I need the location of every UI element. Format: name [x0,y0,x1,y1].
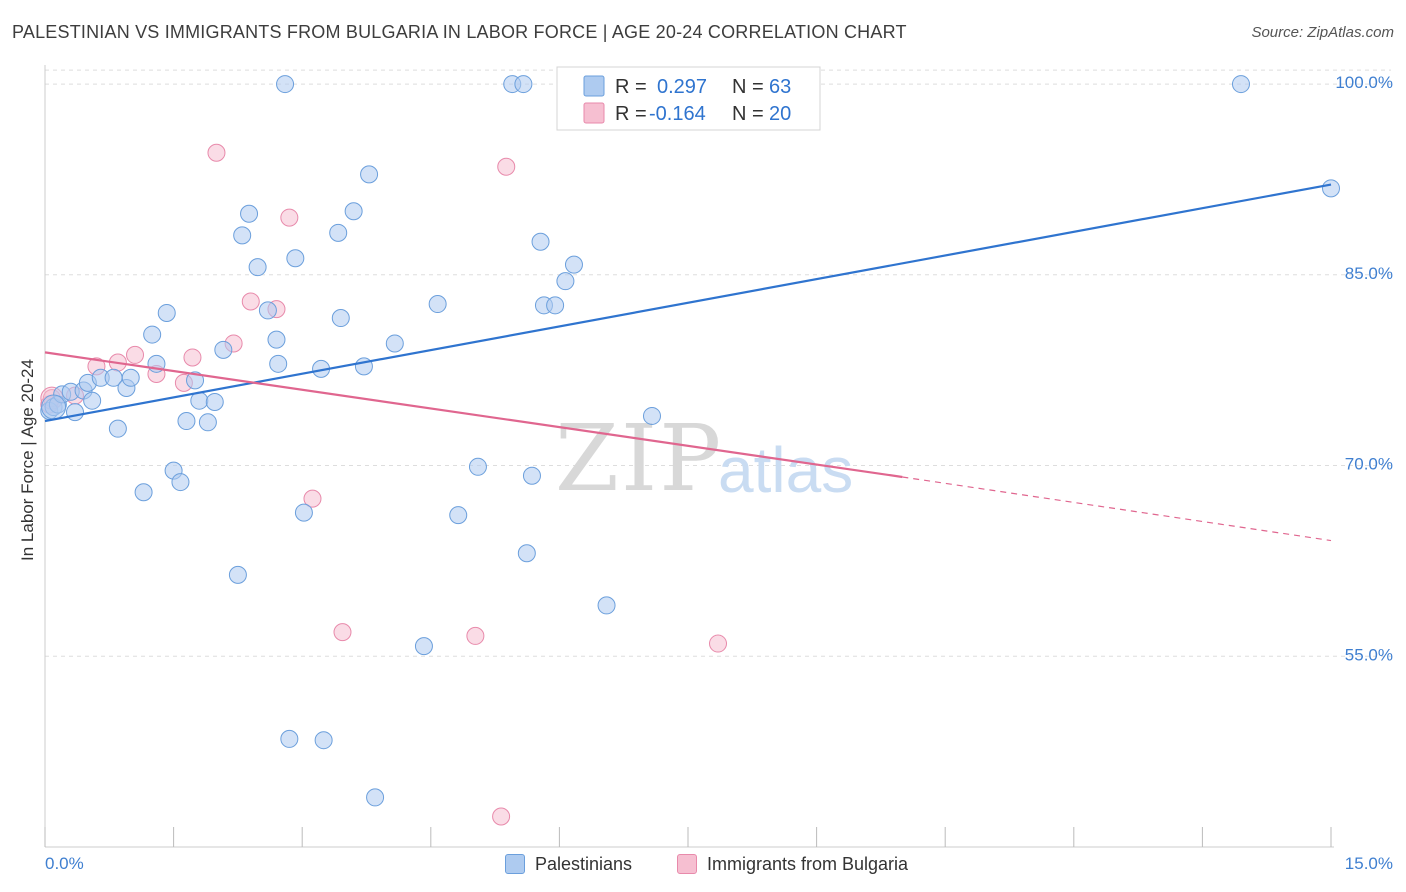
legend-label-bulgaria: Immigrants from Bulgaria [707,853,909,874]
trendline-palestinians [44,183,1332,423]
y-tick-labels: 55.0% 70.0% 85.0% 100.0% [1335,73,1393,664]
data-point-bulgaria [709,634,728,653]
data-point-palestinians [1322,179,1340,198]
legend-n-value-blue: 63 [769,76,791,98]
data-point-palestinians [134,483,153,502]
data-point-palestinians [1231,75,1250,94]
data-point-palestinians [331,309,350,328]
data-point-palestinians [121,368,140,387]
data-point-palestinians [280,729,299,748]
data-point-palestinians [517,544,536,563]
data-point-palestinians [233,226,252,245]
data-point-bulgaria [241,292,260,311]
data-point-bulgaria [466,626,485,645]
x-tick-label: 15.0% [1345,854,1393,873]
data-point-palestinians [385,334,404,353]
data-point-palestinians [240,204,259,223]
data-point-bulgaria [207,143,226,162]
data-point-palestinians [642,406,661,425]
legend-item-bulgaria: Immigrants from Bulgaria [677,851,908,877]
top-legend: R = 0.297 N = 63 R = -0.164 N = 20 [556,66,821,131]
data-point-palestinians [414,637,433,656]
y-tick-label: 85.0% [1345,264,1393,283]
x-tick-label: 0.0% [45,854,84,873]
data-point-palestinians [468,457,487,476]
data-point-palestinians [294,503,313,522]
axes [44,65,1334,848]
data-point-palestinians [267,330,286,349]
data-point-palestinians [214,340,233,359]
data-point-palestinians [449,506,468,525]
data-point-palestinians [177,412,196,431]
y-tick-label: 70.0% [1345,455,1393,474]
data-point-palestinians [41,394,67,420]
trendline-bulgaria-extension [902,476,1332,542]
data-point-palestinians [186,371,205,390]
trendline-bulgaria [44,351,903,479]
data-point-palestinians [228,565,247,584]
legend-label-palestinians: Palestinians [535,853,633,874]
data-point-palestinians [286,249,305,268]
data-point-palestinians [108,419,127,438]
data-point-bulgaria [303,489,322,508]
legend-n-value-pink: 20 [769,103,791,125]
legend-r-value-pink: -0.164 [649,103,706,125]
legend-n-label-blue: N = [732,76,764,98]
data-point-palestinians [198,413,217,432]
data-point-palestinians [314,731,333,750]
data-point-bulgaria [183,348,202,367]
legend-r-label-blue: R = [615,76,647,98]
data-point-palestinians [531,232,550,251]
data-point-palestinians [522,466,541,485]
legend-swatch-pink [583,102,605,124]
legend-r-label-pink: R = [615,103,647,125]
watermark: ZIP atlas [555,405,853,512]
data-point-bulgaria [497,157,516,176]
watermark-zip: ZIP [555,405,723,512]
data-point-palestinians [329,223,348,242]
chart-title: PALESTINIAN VS IMMIGRANTS FROM BULGARIA … [12,22,907,42]
data-point-bulgaria [492,807,511,826]
data-point-palestinians [344,202,363,221]
data-point-palestinians [564,255,583,274]
data-point-palestinians [366,788,385,807]
data-point-bulgaria [333,623,352,642]
data-point-palestinians [258,301,277,320]
legend-item-palestinians: Palestinians [505,851,632,877]
y-tick-label: 55.0% [1345,645,1393,664]
blue-series-points [40,75,1340,807]
legend-swatch-blue [583,75,605,97]
data-point-palestinians [428,295,447,314]
data-point-palestinians [514,75,533,94]
watermark-atlas: atlas [718,434,853,506]
legend-n-label-pink: N = [732,103,764,125]
data-point-palestinians [360,165,379,184]
source-credit: Source: ZipAtlas.com [1251,24,1394,41]
legend-r-value-blue: 0.297 [657,76,707,98]
data-point-palestinians [66,403,85,422]
data-point-palestinians [597,596,616,615]
data-point-palestinians [276,75,295,94]
data-point-bulgaria [280,208,299,227]
data-point-bulgaria [126,345,145,364]
data-point-palestinians [205,392,224,411]
data-point-palestinians [269,354,288,373]
x-tick-labels: 0.0% 15.0% [45,854,1393,873]
data-point-palestinians [546,296,565,315]
y-axis-title: In Labor Force | Age 20-24 [18,359,37,561]
data-point-palestinians [143,325,162,344]
data-point-palestinians [83,391,102,410]
data-point-palestinians [248,258,267,277]
data-point-palestinians [556,272,575,291]
gridlines [45,69,1391,657]
legend-swatch-palestinians [505,854,525,874]
data-point-palestinians [157,303,176,322]
trendlines [44,183,1332,542]
data-point-palestinians [171,473,190,492]
y-tick-label: 100.0% [1335,73,1393,92]
legend-swatch-bulgaria [677,854,697,874]
